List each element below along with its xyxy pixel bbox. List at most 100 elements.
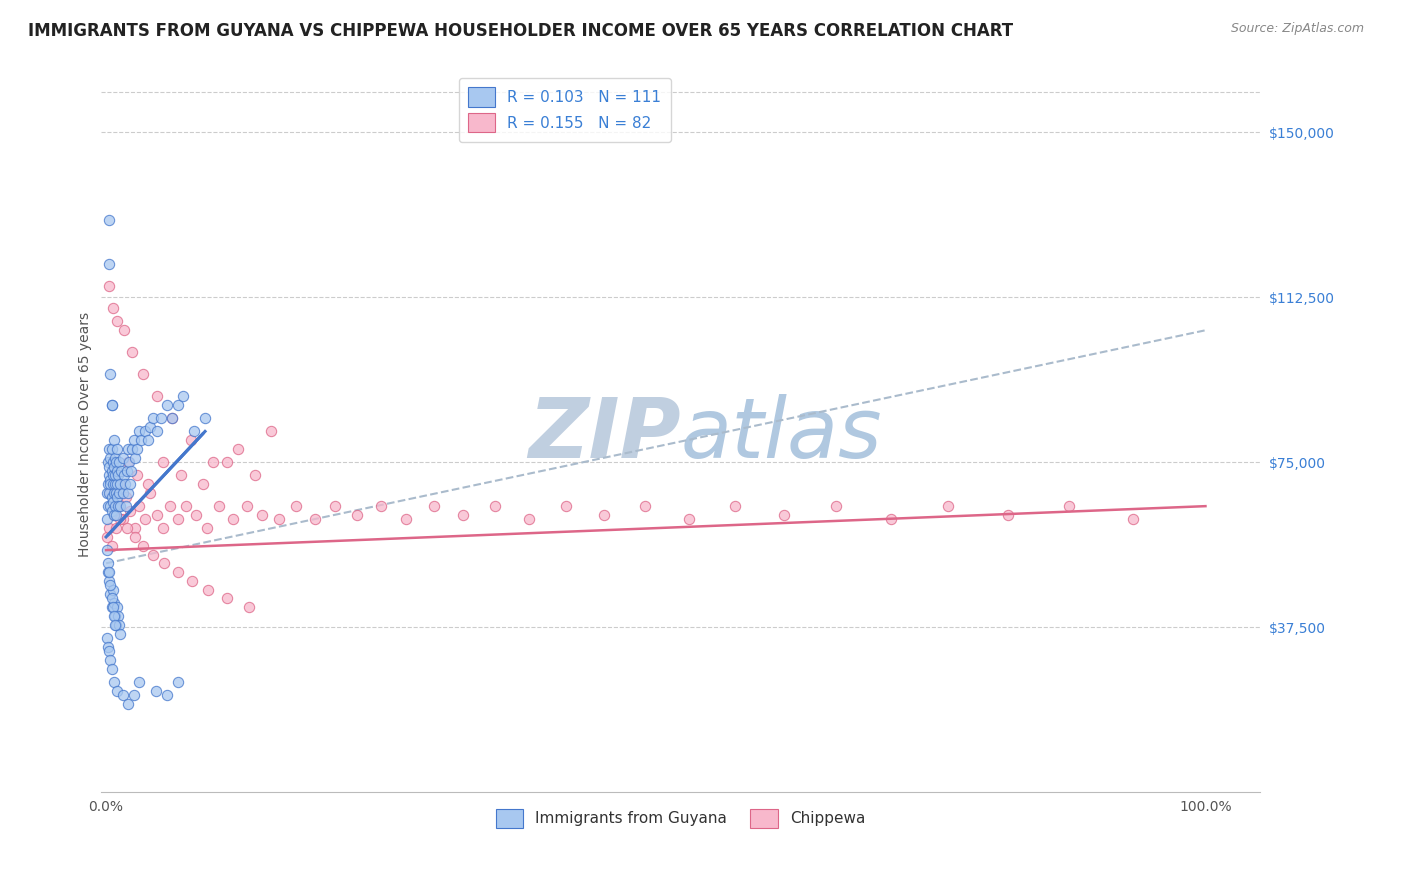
Point [96, 512, 118, 526]
Point [104, 450, 127, 465]
Point [98, 644, 121, 658]
Point [166, 675, 188, 690]
Point [593, 508, 616, 522]
Point [100, 591, 122, 606]
Point [98, 459, 121, 474]
Legend: Immigrants from Guyana, Chippewa: Immigrants from Guyana, Chippewa [489, 803, 872, 834]
Point [97, 455, 120, 469]
Point [150, 411, 173, 425]
Point [191, 477, 214, 491]
Point [111, 486, 134, 500]
Point [100, 398, 122, 412]
Point [117, 455, 139, 469]
Point [100, 578, 122, 592]
Point [134, 425, 156, 439]
Point [100, 662, 122, 676]
Point [101, 600, 124, 615]
Point [120, 477, 142, 491]
Point [114, 477, 136, 491]
Point [100, 499, 122, 513]
Point [208, 499, 231, 513]
Point [1057, 499, 1080, 513]
Point [142, 411, 165, 425]
Point [120, 503, 142, 517]
Point [100, 503, 122, 517]
Point [152, 455, 174, 469]
Point [96, 486, 118, 500]
Point [170, 468, 193, 483]
Point [111, 512, 134, 526]
Point [554, 499, 576, 513]
Point [103, 433, 125, 447]
Point [180, 433, 202, 447]
Point [160, 411, 183, 425]
Point [108, 486, 131, 500]
Point [260, 425, 283, 439]
Point [215, 591, 238, 606]
Text: atlas: atlas [681, 394, 882, 475]
Point [453, 508, 475, 522]
Point [101, 477, 124, 491]
Point [98, 468, 121, 483]
Point [118, 455, 141, 469]
Point [98, 486, 121, 500]
Point [125, 468, 148, 483]
Point [395, 512, 418, 526]
Point [100, 368, 122, 382]
Point [96, 543, 118, 558]
Point [195, 521, 218, 535]
Point [517, 512, 540, 526]
Point [201, 455, 224, 469]
Point [101, 468, 124, 483]
Point [98, 574, 121, 588]
Point [145, 425, 167, 439]
Point [484, 499, 506, 513]
Point [100, 473, 122, 487]
Point [110, 464, 132, 478]
Point [997, 508, 1019, 522]
Point [104, 609, 127, 624]
Point [936, 499, 959, 513]
Point [370, 499, 392, 513]
Point [105, 491, 128, 505]
Point [100, 539, 122, 553]
Point [117, 442, 139, 456]
Point [122, 688, 145, 702]
Point [117, 697, 139, 711]
Point [142, 548, 165, 562]
Point [98, 279, 121, 293]
Point [101, 301, 124, 316]
Point [100, 600, 122, 615]
Point [107, 499, 129, 513]
Point [105, 314, 128, 328]
Point [104, 455, 127, 469]
Point [128, 425, 150, 439]
Point [98, 213, 121, 227]
Point [139, 486, 162, 500]
Point [105, 442, 128, 456]
Point [100, 653, 122, 667]
Point [107, 468, 129, 483]
Point [122, 433, 145, 447]
Point [98, 257, 121, 271]
Point [115, 464, 138, 478]
Point [100, 491, 122, 505]
Point [250, 508, 273, 522]
Point [108, 618, 131, 632]
Point [132, 539, 155, 553]
Point [124, 530, 146, 544]
Point [100, 587, 122, 601]
Point [121, 345, 143, 359]
Point [236, 499, 259, 513]
Point [108, 455, 131, 469]
Point [159, 499, 181, 513]
Point [103, 675, 125, 690]
Point [104, 468, 127, 483]
Text: IMMIGRANTS FROM GUYANA VS CHIPPEWA HOUSEHOLDER INCOME OVER 65 YEARS CORRELATION : IMMIGRANTS FROM GUYANA VS CHIPPEWA HOUSE… [28, 22, 1014, 40]
Point [104, 486, 127, 500]
Point [111, 688, 134, 702]
Point [773, 508, 796, 522]
Point [110, 477, 132, 491]
Point [105, 600, 128, 615]
Point [346, 508, 368, 522]
